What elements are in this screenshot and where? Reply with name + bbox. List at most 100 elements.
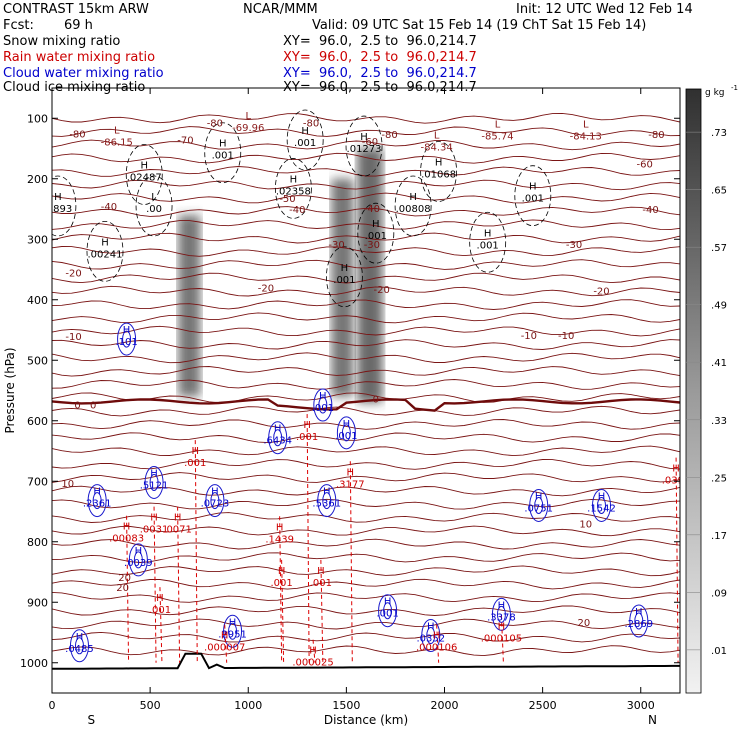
y-tick-label: 800: [27, 536, 48, 549]
cloud-water-contour: [383, 602, 393, 620]
isotherm-label: -50: [279, 194, 295, 205]
isotherm: [52, 459, 680, 470]
cloud-water-contour: [378, 594, 398, 628]
cloud-water-contour: [133, 551, 143, 569]
y-tick-label: 500: [27, 354, 48, 367]
rain-contour: [177, 506, 181, 663]
isotherm-label: -70: [177, 135, 193, 146]
isotherm-label: -10: [521, 331, 537, 342]
isotherm: [52, 432, 680, 444]
isotherm: [52, 232, 680, 244]
model-title: CONTRAST 15km ARW: [3, 2, 149, 17]
extremum-value: .0485: [65, 644, 94, 655]
colorbar-tick-label: .57: [711, 243, 727, 254]
extremum-marker: H: [535, 491, 543, 502]
extremum-marker: H: [303, 420, 311, 431]
isotherm: [52, 312, 680, 324]
rain-contour: [312, 639, 316, 663]
north-label: N: [648, 713, 657, 727]
y-tick-label: 700: [27, 475, 48, 488]
colorbar-tick-label: .01: [711, 646, 727, 657]
isotherm: [52, 525, 680, 537]
snow-column: [178, 215, 201, 397]
rain-contour: [224, 624, 228, 663]
extremum-marker: H: [372, 219, 380, 230]
extremum-marker: H: [276, 522, 284, 533]
extremum-value: .000106: [416, 643, 457, 654]
cloud-water-contour: [149, 473, 159, 491]
extremum-marker: H: [278, 566, 286, 577]
isotherm-label: -20: [374, 285, 390, 296]
extremum-marker: H: [150, 468, 158, 479]
extremum-value: .001: [296, 432, 318, 443]
isotherm: [52, 179, 680, 191]
isotherm-label: -40: [289, 205, 305, 216]
isotherm: [52, 272, 680, 284]
cloud-ice-contour: [204, 122, 242, 184]
cloud-ice-contour: [125, 144, 163, 205]
cloud-water-contour: [69, 629, 89, 663]
cloud-water-contour: [322, 492, 332, 510]
extremum-value: .001: [365, 231, 387, 242]
cloud-ice-contour: [52, 175, 77, 237]
isotherm: [52, 379, 680, 390]
extremum-marker: H: [529, 182, 537, 193]
cloud-ice-contour: [86, 220, 124, 282]
isotherm: [52, 578, 680, 590]
cloud-water-contour: [205, 484, 225, 518]
cloud-water-contour: [318, 396, 328, 414]
isotherm-label: 0: [90, 400, 96, 411]
isotherm-label: -80: [303, 118, 319, 129]
cloud-ice-contour: [420, 141, 458, 202]
center-title: NCAR/MMM: [243, 2, 318, 17]
extremum-marker: H: [156, 593, 164, 604]
extremum-marker: H: [672, 464, 680, 475]
cloud-ice-contour: [345, 115, 383, 177]
field-name-cloudwater: Cloud water mixing ratio: [3, 66, 164, 81]
isotherm-label: 0: [74, 400, 80, 411]
extremum-value: -84.13: [570, 131, 602, 142]
cloud-water-contour: [210, 492, 220, 510]
cloud-water-contour: [336, 416, 356, 450]
cloud-water-contour: [529, 488, 549, 522]
rain-contour: [306, 414, 310, 663]
extremum-value: .00808: [396, 204, 431, 215]
colorbar-tick-label: .17: [711, 531, 727, 542]
cloud-water-contour: [117, 322, 137, 356]
y-axis-label: Pressure (hPa): [3, 347, 17, 433]
extremum-value: .00: [146, 204, 162, 215]
cloud-water-contour: [228, 622, 238, 640]
extremum-marker: H: [174, 513, 182, 524]
isotherm: [52, 325, 680, 337]
isotherm-label: 0: [373, 394, 379, 405]
extremum-marker: H: [433, 631, 441, 642]
isotherm: [52, 246, 680, 257]
extremum-marker: L: [583, 119, 589, 130]
colorbar-tick-label: .65: [711, 186, 727, 197]
extremum-value: .2951: [218, 629, 247, 640]
field-xy-rain: XY= 96.0, 2.5 to 96.0,214.7: [283, 50, 477, 65]
cloud-water-contour: [629, 604, 649, 638]
extremum-value: .00083: [109, 534, 144, 545]
x-tick-label: 0: [49, 699, 56, 712]
isotherm: [52, 618, 680, 630]
extremum-value: .2869: [624, 619, 653, 630]
x-tick-label: 2500: [529, 699, 557, 712]
extremum-marker: H: [341, 263, 349, 274]
contour-labels: -80-80-80-80 -80-70 -60-60-50-40 -40 -40 -40-…: [44, 111, 680, 669]
isotherm: [52, 392, 680, 404]
isotherm-label: -80: [69, 129, 85, 140]
cloud-water-contour: [122, 330, 132, 348]
extremum-marker: H: [191, 446, 199, 457]
extremum-value: .2361: [83, 499, 112, 510]
extremum-value: .0893: [44, 204, 73, 215]
extremum-value: .000105: [481, 634, 522, 645]
colorbar-tick-label: .73: [711, 128, 727, 139]
rain-contour: [675, 457, 679, 663]
extremum-marker: H: [498, 622, 506, 633]
terrain: [52, 652, 680, 670]
extremum-value: .0039: [124, 558, 153, 569]
extremum-marker: H: [123, 325, 131, 336]
cloud-water-contour: [592, 488, 611, 522]
